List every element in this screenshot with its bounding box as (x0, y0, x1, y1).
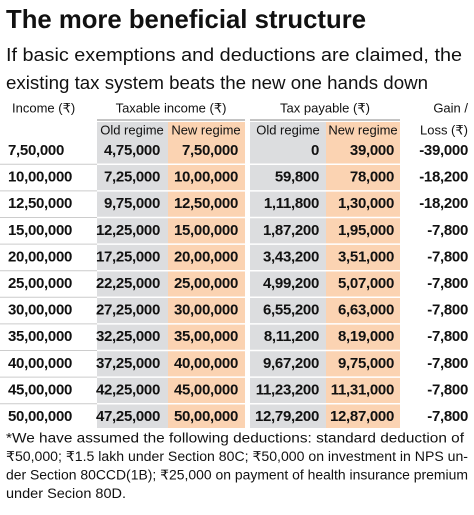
column-header: Old regime (100, 122, 164, 137)
cell: 40,00,000 (174, 355, 238, 372)
cell: -39,000 (419, 142, 468, 159)
footnote-line: *We have assumed the following deduction… (6, 431, 464, 446)
cell: 45,00,000 (8, 381, 72, 398)
cell: -7,800 (427, 275, 468, 292)
cell: 12,50,000 (174, 195, 238, 212)
cell: 25,00,000 (174, 275, 238, 292)
cell: 25,00,000 (8, 275, 72, 292)
cell: -7,800 (427, 328, 468, 345)
cell: 20,00,000 (174, 248, 238, 265)
cell: 7,25,000 (104, 169, 160, 186)
cell: 22,25,000 (96, 275, 160, 292)
subtitle-line: If basic exemptions and deductions are c… (6, 45, 462, 65)
cell: 40,00,000 (8, 355, 72, 372)
cell: 15,00,000 (8, 222, 72, 239)
cell: 30,00,000 (8, 302, 72, 319)
column-header: Loss (₹) (420, 122, 468, 137)
footnote-line: ₹50,000; ₹1.5 lakh under Section 80C; ₹5… (6, 449, 468, 464)
cell: 39,000 (350, 142, 394, 159)
cell: 32,25,000 (96, 328, 160, 345)
cell: 7,50,000 (182, 142, 238, 159)
cell: -7,800 (427, 355, 468, 372)
cell: 20,00,000 (8, 248, 72, 265)
cell: 10,00,000 (174, 169, 238, 186)
subtitle-line: existing tax system beats the new one ha… (6, 73, 428, 93)
cell: 47,25,000 (96, 408, 160, 425)
cell: 1,95,000 (338, 222, 394, 239)
cell: 50,00,000 (8, 408, 72, 425)
cell: 27,25,000 (96, 302, 160, 319)
cell: -7,800 (427, 222, 468, 239)
cell: 59,800 (275, 169, 319, 186)
cell: 4,99,200 (263, 275, 319, 292)
column-header: New regime (328, 122, 397, 137)
cell: 1,30,000 (338, 195, 394, 212)
cell: 9,67,200 (263, 355, 319, 372)
cell: 11,23,200 (256, 381, 319, 398)
cell: 42,25,000 (96, 381, 160, 398)
cell: 6,63,000 (338, 302, 394, 319)
cell: 9,75,000 (104, 195, 160, 212)
cell: -7,800 (427, 248, 468, 265)
footnote-line: der Section 80CCD(1B); ₹25,000 on paymen… (6, 468, 468, 483)
column-header: New regime (171, 122, 240, 137)
cell: 8,11,200 (264, 328, 319, 345)
cell: 78,000 (350, 169, 394, 186)
header-group: Gain / (433, 100, 468, 115)
cell: 1,11,800 (264, 195, 319, 212)
cell: 10,00,000 (8, 169, 72, 186)
cell: 35,00,000 (174, 328, 238, 345)
cell: 8,19,000 (338, 328, 394, 345)
header-group: Tax payable (₹) (280, 100, 370, 115)
cell: 9,75,000 (338, 355, 394, 372)
column-header: Old regime (256, 122, 320, 137)
cell: 3,51,000 (338, 248, 394, 265)
cell: 3,43,200 (263, 248, 319, 265)
cell: 0 (311, 142, 319, 159)
cell: 7,50,000 (8, 142, 64, 159)
header-group: Income (₹) (12, 100, 75, 115)
cell: 50,00,000 (174, 408, 238, 425)
cell: 4,75,000 (104, 142, 160, 159)
cell: 6,55,200 (263, 302, 319, 319)
cell: 15,00,000 (174, 222, 238, 239)
cell: 12,50,000 (8, 195, 72, 212)
cell: -18,200 (419, 169, 468, 186)
title: The more beneficial structure (6, 4, 366, 34)
cell: 12,79,200 (255, 408, 319, 425)
cell: 11,31,000 (331, 381, 394, 398)
cell: -7,800 (427, 302, 468, 319)
cell: 30,00,000 (174, 302, 238, 319)
footnote-line: under Secion 80D. (6, 486, 126, 501)
cell: 1,87,200 (263, 222, 319, 239)
cell: -18,200 (419, 195, 468, 212)
cell: 17,25,000 (96, 248, 160, 265)
cell: 35,00,000 (8, 328, 72, 345)
cell: -7,800 (427, 381, 468, 398)
cell: -7,800 (427, 408, 468, 425)
cell: 45,00,000 (174, 381, 238, 398)
cell: 37,25,000 (96, 355, 160, 372)
cell: 5,07,000 (338, 275, 394, 292)
cell: 12,87,000 (330, 408, 394, 425)
header-group: Taxable income (₹) (116, 100, 227, 115)
cell: 12,25,000 (96, 222, 160, 239)
